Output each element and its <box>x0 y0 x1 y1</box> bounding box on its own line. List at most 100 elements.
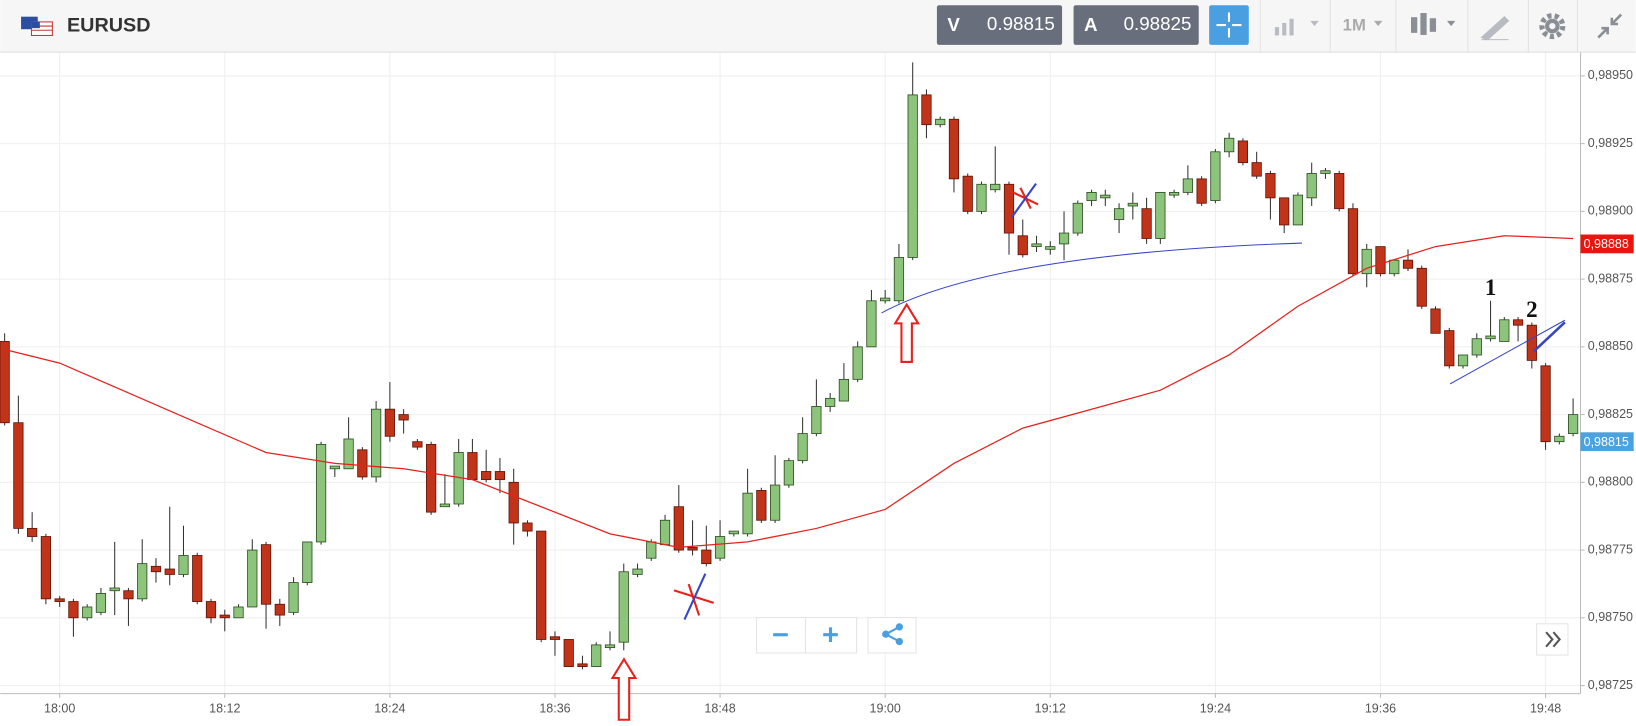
candle-body <box>0 341 10 424</box>
bid-button[interactable] <box>936 5 1063 45</box>
candle-body <box>1017 235 1028 256</box>
candle-body <box>1554 435 1565 443</box>
ask-button[interactable] <box>1073 5 1199 45</box>
header-bar <box>0 0 1636 53</box>
candle-body <box>439 503 451 508</box>
candle-body <box>370 408 382 478</box>
up-arrow <box>893 302 920 363</box>
candle-body <box>825 397 836 407</box>
up-arrow <box>610 657 638 721</box>
candle-body <box>68 601 79 619</box>
bid-label: V <box>947 14 960 35</box>
flag-icon <box>21 16 53 36</box>
candle-body <box>1430 308 1441 334</box>
trend-curve <box>881 242 1303 314</box>
candle-body <box>1141 208 1152 239</box>
candle-body <box>1389 259 1400 275</box>
zoom-out-button[interactable] <box>773 633 788 637</box>
plot <box>0 52 1581 694</box>
candle-body <box>1127 202 1138 207</box>
x-tick-label: 19:12 <box>1035 702 1066 716</box>
candle-body <box>426 443 437 513</box>
candle-body <box>109 587 120 592</box>
candle-body <box>563 639 574 667</box>
settings-button[interactable] <box>1539 13 1566 40</box>
candle-body <box>1072 202 1083 234</box>
y-tick-label: 0,98725 <box>1588 678 1633 692</box>
candle-body <box>247 549 258 608</box>
zoom-in-button[interactable] <box>823 627 838 643</box>
candle-body <box>205 601 217 619</box>
candle-body <box>536 530 547 640</box>
candle-body <box>1567 414 1579 434</box>
y-tick-label: 0,98925 <box>1588 136 1633 150</box>
candle-body <box>260 544 272 605</box>
candle-body <box>1155 192 1166 239</box>
candle-body <box>82 606 93 619</box>
candle-body <box>384 408 395 437</box>
candle-body <box>1196 178 1207 204</box>
candle-type-button[interactable] <box>1411 13 1456 35</box>
candle-body <box>40 536 52 600</box>
chart-type-button[interactable] <box>1274 18 1319 36</box>
collapse-button[interactable] <box>1597 13 1623 39</box>
candle-body <box>769 484 781 521</box>
candle-body <box>1279 197 1290 226</box>
candle-body <box>274 603 285 616</box>
candle-body <box>1031 243 1042 248</box>
candle-body <box>343 438 354 470</box>
candle-body <box>13 422 24 529</box>
candle-body <box>1361 248 1372 275</box>
candle-body <box>1375 246 1386 275</box>
candle-body <box>1086 192 1097 201</box>
candle-body <box>1540 365 1551 443</box>
candle-body <box>591 644 602 667</box>
x-tick-label: 19:24 <box>1200 702 1231 716</box>
price-tag-label: 0,98815 <box>1584 435 1629 449</box>
y-tick-label: 0,98875 <box>1588 271 1633 285</box>
candle-body <box>756 490 767 521</box>
share-button[interactable] <box>867 616 917 654</box>
candle-body <box>1210 151 1221 201</box>
candle-body <box>398 414 409 421</box>
candle-body <box>632 568 643 575</box>
candle-body <box>811 406 822 434</box>
y-tick-label: 0,98825 <box>1588 407 1633 421</box>
scroll-end-button[interactable] <box>1536 623 1569 656</box>
candle-body <box>137 563 148 600</box>
candle-body <box>1168 192 1180 196</box>
trend-line <box>1449 319 1566 385</box>
candle-body <box>1306 173 1317 199</box>
annotation: 1 <box>1485 275 1496 300</box>
candle-body <box>976 183 987 212</box>
draw-button[interactable] <box>1480 15 1510 41</box>
price-tag <box>1580 234 1634 254</box>
candle-body <box>783 460 794 486</box>
timeframe-button[interactable]: 1M <box>1343 15 1366 34</box>
candle-body <box>1457 354 1469 367</box>
x-tick-label: 18:48 <box>704 702 735 716</box>
candle-body <box>219 614 230 619</box>
candle-body <box>990 183 1001 191</box>
candle-body <box>288 582 299 613</box>
candle-body <box>522 522 533 532</box>
x-tick-label: 18:00 <box>44 702 75 716</box>
candle-body <box>302 541 313 583</box>
candle-body <box>838 378 850 402</box>
y-tick-label: 0,98950 <box>1588 68 1633 82</box>
candle-body <box>315 443 327 543</box>
y-tick-label: 0,98750 <box>1588 610 1633 624</box>
candle-body <box>1320 170 1331 174</box>
candle-body <box>481 471 492 481</box>
candle-body <box>880 297 891 302</box>
x-tick-label: 18:36 <box>539 702 570 716</box>
candle-body <box>1265 173 1276 199</box>
crosshair-button[interactable] <box>1209 5 1249 45</box>
candle-body <box>508 481 519 524</box>
dropdown-caret <box>1373 20 1383 27</box>
candle-body <box>893 257 905 302</box>
candle-body <box>467 452 478 481</box>
annotation: 2 <box>1526 297 1537 322</box>
